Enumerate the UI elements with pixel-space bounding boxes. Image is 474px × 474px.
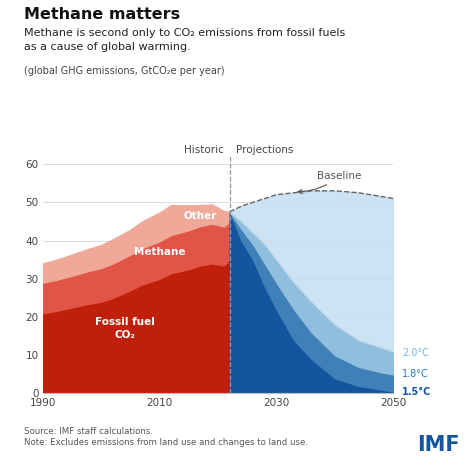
Text: IMF: IMF — [417, 435, 460, 455]
Text: Methane matters: Methane matters — [24, 7, 180, 22]
Text: Historic: Historic — [184, 145, 224, 155]
Text: 1.5°C: 1.5°C — [402, 386, 431, 397]
Text: Fossil fuel
CO₂: Fossil fuel CO₂ — [95, 317, 155, 340]
Text: Other: Other — [184, 210, 217, 221]
Text: Baseline: Baseline — [298, 171, 362, 194]
Text: Source: IMF staff calculations.
Note: Excludes emissions from land use and chang: Source: IMF staff calculations. Note: Ex… — [24, 427, 308, 447]
Text: 1.8°C: 1.8°C — [402, 369, 429, 379]
Text: Projections: Projections — [236, 145, 293, 155]
Text: (global GHG emissions, GtCO₂e per year): (global GHG emissions, GtCO₂e per year) — [24, 66, 224, 76]
Text: Methane: Methane — [134, 247, 185, 257]
Text: 2.0°C: 2.0°C — [402, 348, 429, 358]
Text: Methane is second only to CO₂ emissions from fossil fuels
as a cause of global w: Methane is second only to CO₂ emissions … — [24, 28, 345, 52]
